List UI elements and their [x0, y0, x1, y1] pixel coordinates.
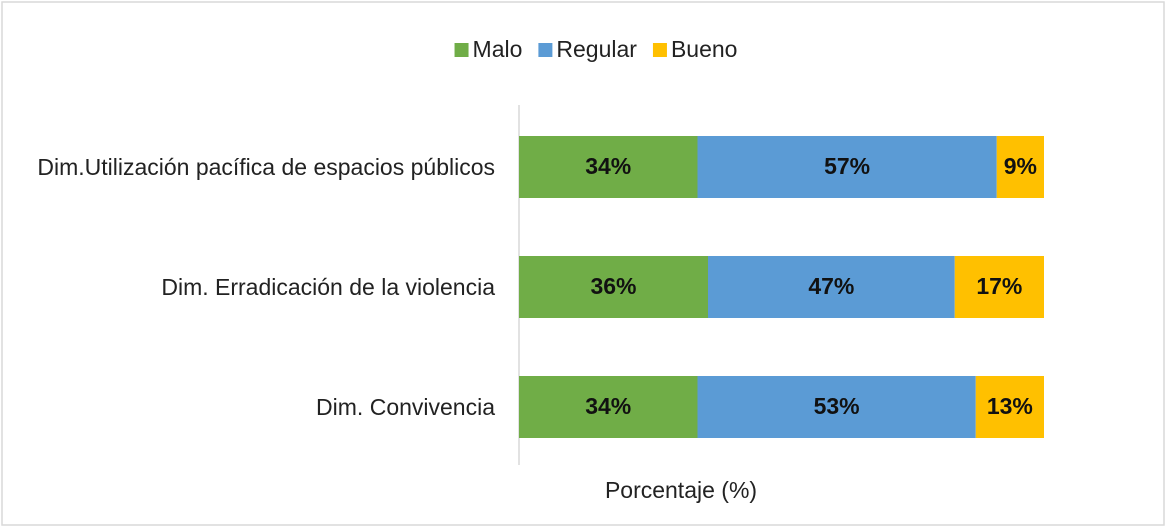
data-label: 47%: [808, 273, 854, 299]
x-axis-label: Porcentaje (%): [605, 477, 757, 503]
legend-label: Bueno: [671, 36, 738, 62]
data-label: 9%: [1004, 153, 1037, 179]
legend-label: Regular: [556, 36, 637, 62]
bar-segment: [996, 136, 1044, 198]
bar-segment: [697, 376, 976, 438]
data-label: 57%: [824, 153, 870, 179]
data-label: 53%: [814, 393, 860, 419]
category-label: Dim. Convivencia: [316, 393, 495, 420]
legend-swatch: [538, 43, 553, 57]
bar-segment: [519, 376, 698, 438]
category-label: Dim.Utilización pacífica de espacios púb…: [37, 153, 495, 180]
bar-segment: [697, 136, 997, 198]
bar-segment: [975, 376, 1044, 438]
bar-segment: [519, 256, 708, 318]
data-label: 17%: [976, 273, 1022, 299]
data-label: 13%: [987, 393, 1033, 419]
category-label: Dim. Erradicación de la violencia: [161, 273, 495, 300]
bar-segment: [708, 256, 955, 318]
legend-swatch: [454, 43, 469, 57]
data-label: 36%: [590, 273, 636, 299]
data-label: 34%: [585, 393, 631, 419]
bar-segment: [519, 136, 698, 198]
data-label: 34%: [585, 153, 631, 179]
legend-swatch: [652, 43, 667, 57]
bar-segment: [954, 256, 1044, 318]
legend-label: Malo: [473, 36, 523, 62]
